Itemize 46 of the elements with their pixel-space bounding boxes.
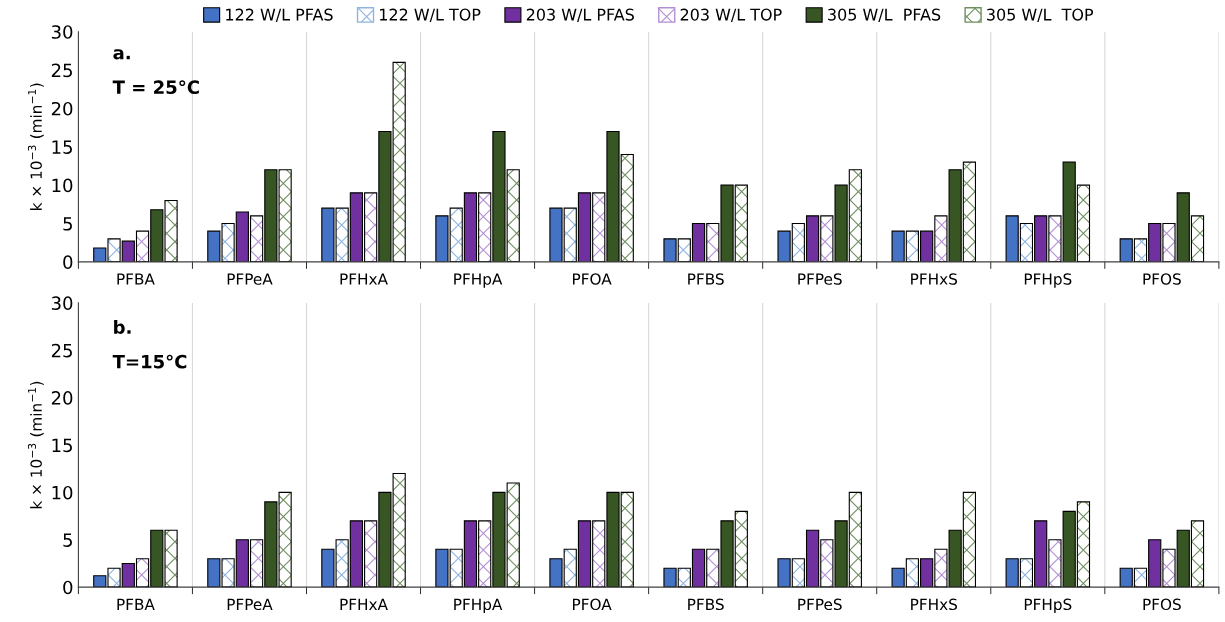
x-tick-label: PFHxS [911, 598, 958, 611]
y-tick-label: 25 [51, 343, 72, 358]
annotation: T = 25°C [112, 80, 199, 95]
x-tick-label: PFBS [688, 273, 724, 285]
legend-label: 305 W/L TOP [987, 8, 1094, 22]
legend-label: 122 W/L PFAS [226, 8, 333, 22]
y-tick-label: 20 [51, 101, 73, 116]
x-tick-label: PFHpS [1024, 598, 1072, 614]
annotation: T=15°C [112, 354, 187, 369]
y-tick-label: 15 [52, 438, 72, 453]
y-tick-label: 0 [63, 580, 73, 595]
legend-label: 203 W/L TOP [680, 8, 782, 22]
x-tick-label: PFHpS [1024, 273, 1072, 288]
x-tick-label: PFHpA [454, 273, 503, 288]
y-tick-label: 5 [63, 217, 72, 231]
x-tick-label: PFPeA [227, 598, 273, 611]
y-tick-label: 25 [51, 63, 72, 78]
y-axis-title: k × 10$^{−3}$ (min$^{−1}$) [27, 381, 44, 509]
x-tick-label: PFPeS [798, 598, 842, 611]
y-tick-label: 10 [52, 485, 73, 500]
x-tick-label: PFBS [688, 598, 724, 611]
legend-label: 122 W/L TOP [380, 8, 481, 22]
y-tick-label: 30 [51, 25, 73, 39]
x-tick-label: PFBA [117, 273, 155, 285]
legend-label: 305 W/L PFAS [828, 8, 941, 22]
y-tick-label: 20 [51, 391, 73, 405]
y-tick-label: 15 [52, 140, 72, 154]
y-axis-title: k × 10$^{−3}$ (min$^{−1}$) [27, 83, 44, 210]
x-tick-label: PFHxS [911, 273, 958, 285]
x-tick-label: PFOA [573, 598, 612, 611]
x-tick-label: PFPeA [227, 273, 273, 285]
y-tick-label: 10 [52, 178, 73, 193]
x-tick-label: PFOS [1143, 598, 1181, 611]
legend-label: 203 W/L PFAS [526, 8, 634, 22]
y-tick-label: 0 [63, 255, 73, 269]
x-tick-label: PFOS [1143, 273, 1181, 285]
annotation: b. [114, 319, 131, 334]
annotation: a. [113, 49, 130, 60]
x-tick-label: PFBA [117, 598, 155, 610]
y-tick-label: 5 [63, 533, 72, 547]
x-tick-label: PFPeS [798, 273, 842, 285]
x-tick-label: PFOA [573, 273, 612, 285]
y-tick-label: 30 [51, 296, 73, 311]
x-tick-label: PFHxA [340, 273, 388, 285]
x-tick-label: PFHxA [340, 598, 388, 610]
x-tick-label: PFHpA [454, 598, 503, 614]
